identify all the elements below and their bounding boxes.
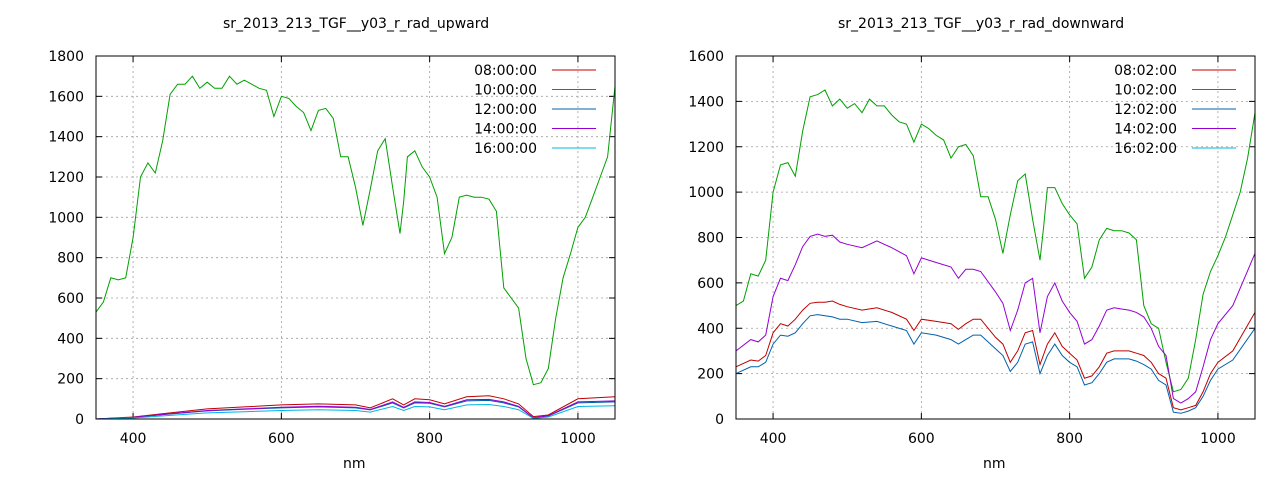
legend-label: 14:02:00: [1114, 122, 1177, 138]
x-tick-label: 400: [120, 431, 147, 447]
legend-label: 08:02:00: [1114, 63, 1177, 79]
series-line-10-00-00: [95, 75, 616, 386]
x-tick-label: 800: [1056, 431, 1083, 447]
y-tick-label: 800: [57, 251, 84, 267]
y-tick-label: 200: [697, 367, 724, 383]
y-tick-label: 1200: [48, 170, 84, 186]
chart-title: sr_2013_213_TGF__y03_r_rad_downward: [838, 16, 1125, 32]
x-tick-label: 600: [268, 431, 295, 447]
legend-label: 10:00:00: [474, 83, 537, 99]
y-tick-label: 400: [697, 321, 724, 337]
x-tick-label: 1000: [1200, 431, 1236, 447]
series-line-08-00-00: [95, 395, 616, 420]
chart-title: sr_2013_213_TGF__y03_r_rad_upward: [223, 16, 490, 32]
y-tick-label: 1800: [48, 49, 84, 65]
y-tick-label: 600: [697, 276, 724, 292]
y-tick-label: 800: [697, 231, 724, 247]
legend-label: 12:02:00: [1114, 102, 1177, 118]
y-tick-label: 600: [57, 291, 84, 307]
y-tick-label: 1200: [688, 140, 724, 156]
plot-frame: [735, 55, 1256, 420]
chart-plot-downward: 400 600 800 1000 0 200 400 600 800 1000 1200 1400 16…: [688, 49, 1256, 447]
x-axis-label: nm: [983, 456, 1006, 472]
x-axis-label: nm: [343, 456, 366, 472]
y-tick-label: 200: [57, 372, 84, 388]
x-tick-label: 1000: [560, 431, 596, 447]
y-tick-label: 400: [57, 331, 84, 347]
legend-label: 12:00:00: [474, 102, 537, 118]
series-line-14-02-00: [735, 233, 1256, 404]
y-tick-label: 1400: [48, 130, 84, 146]
x-tick-label: 400: [760, 431, 787, 447]
x-tick-label: 600: [908, 431, 935, 447]
series-line-14-00-00: [95, 398, 616, 420]
y-tick-label: 0: [75, 412, 84, 428]
plot-frame: [95, 55, 616, 420]
chart-plot-upward: 400 600 800 1000 0 200 400 600 800 1000 1200 1400 16…: [48, 49, 616, 447]
legend-label: 14:00:00: [474, 122, 537, 138]
y-tick-label: 1000: [48, 210, 84, 226]
series-line-16-00-00: [95, 403, 616, 420]
legend-label: 10:02:00: [1114, 83, 1177, 99]
series-line-08-02-00: [735, 300, 1256, 411]
chart-panel-upward: sr_2013_213_TGF__y03_r_rad_upward 400 600…: [48, 16, 616, 472]
y-tick-label: 1600: [48, 89, 84, 105]
x-tick-label: 800: [416, 431, 443, 447]
series-line-10-02-00: [735, 89, 1256, 393]
chart-panel-downward: sr_2013_213_TGF__y03_r_rad_downward 400 6…: [640, 0, 1280, 480]
y-tick-label: 1600: [688, 49, 724, 65]
y-tick-label: 1400: [688, 94, 724, 110]
legend-label: 16:02:00: [1114, 141, 1177, 157]
y-tick-label: 1000: [688, 185, 724, 201]
series-line-12-02-00: [735, 314, 1256, 414]
legend-label: 08:00:00: [474, 63, 537, 79]
y-tick-label: 0: [715, 412, 724, 428]
legend-label: 16:00:00: [474, 141, 537, 157]
